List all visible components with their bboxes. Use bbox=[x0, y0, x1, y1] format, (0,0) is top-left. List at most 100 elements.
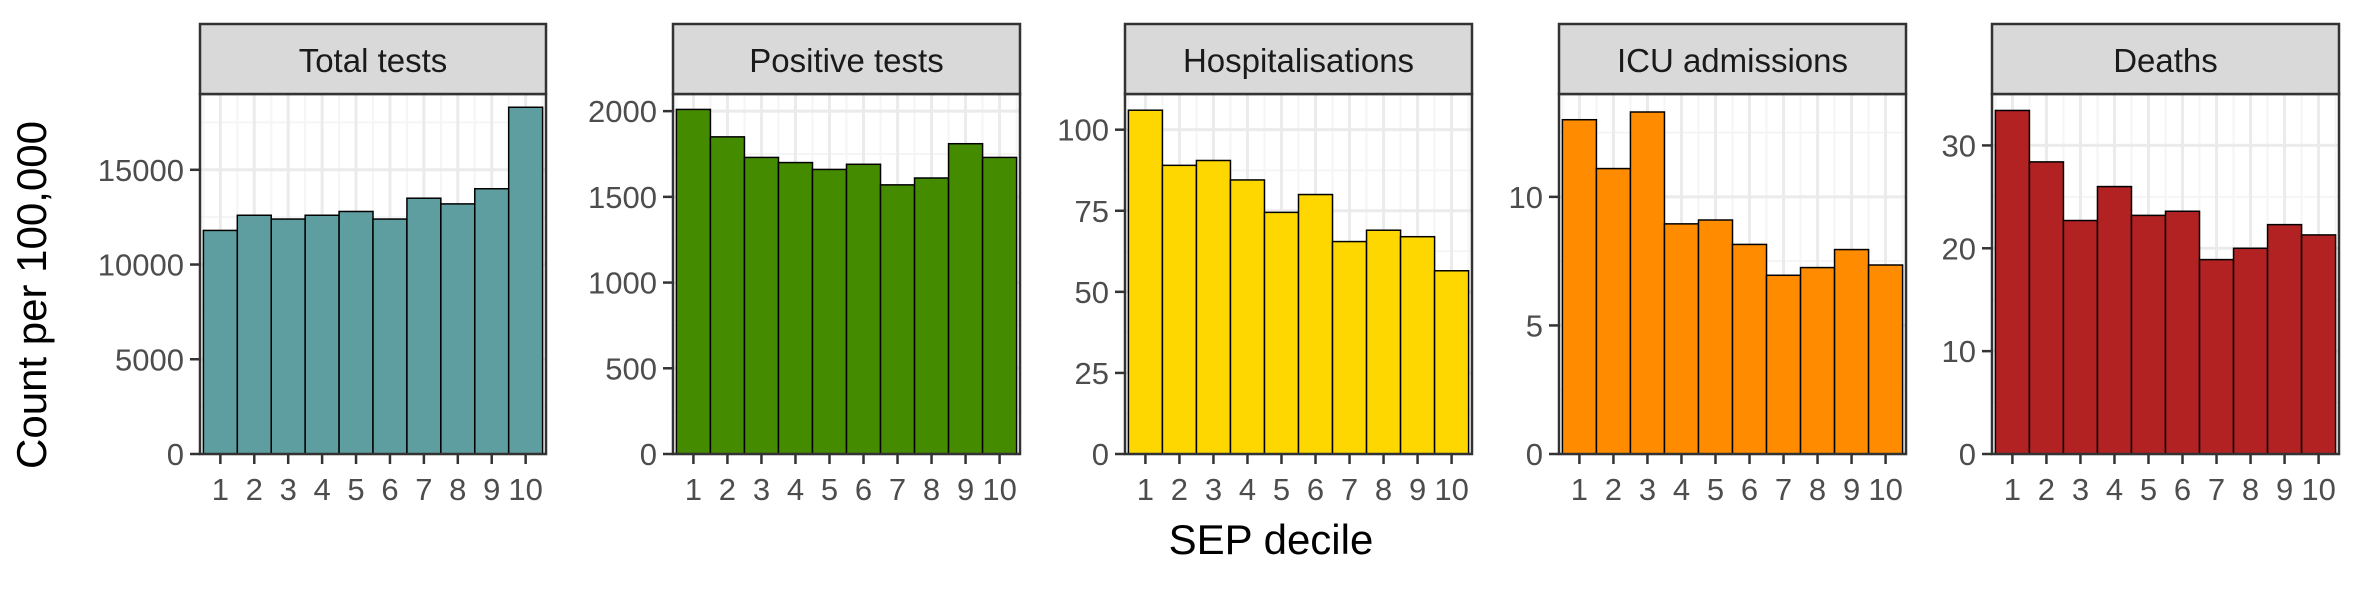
x-tick-label: 5 bbox=[821, 472, 838, 507]
x-tick-label: 8 bbox=[1375, 472, 1392, 507]
y-tick-label: 75 bbox=[1075, 194, 1109, 229]
x-tick-label: 5 bbox=[1707, 472, 1724, 507]
x-tick-label: 1 bbox=[212, 472, 229, 507]
x-tick-label: 9 bbox=[2276, 472, 2293, 507]
x-axis-title: SEP decile bbox=[1169, 516, 1374, 563]
facet-title: ICU admissions bbox=[1617, 42, 1848, 79]
bar-3 bbox=[1629, 111, 1666, 455]
bar-6 bbox=[845, 163, 882, 455]
y-tick-label: 10 bbox=[1942, 334, 1976, 369]
bar-4 bbox=[1663, 223, 1700, 455]
bar-5 bbox=[1263, 211, 1300, 455]
x-tick-label: 7 bbox=[889, 472, 906, 507]
bar-7 bbox=[879, 184, 916, 455]
x-tick-label: 5 bbox=[347, 472, 364, 507]
bar-7 bbox=[406, 197, 442, 455]
x-tick-label: 8 bbox=[1809, 472, 1826, 507]
y-tick-label: 100 bbox=[1057, 113, 1109, 148]
x-tick-label: 7 bbox=[415, 472, 432, 507]
x-tick-label: 2 bbox=[1171, 472, 1188, 507]
y-tick-label: 30 bbox=[1942, 128, 1976, 163]
bar-1 bbox=[675, 108, 712, 455]
y-tick-label: 5 bbox=[1526, 308, 1543, 343]
bar-1 bbox=[202, 229, 239, 455]
y-tick-label: 20 bbox=[1942, 231, 1976, 266]
x-tick-label: 10 bbox=[1434, 472, 1468, 507]
x-tick-label: 9 bbox=[1843, 472, 1860, 507]
bar-4 bbox=[304, 214, 340, 455]
bar-7 bbox=[1331, 240, 1368, 455]
bar-6 bbox=[2164, 210, 2201, 455]
y-tick-label: 0 bbox=[167, 437, 184, 472]
x-tick-label: 5 bbox=[1273, 472, 1290, 507]
bar-7 bbox=[2198, 258, 2235, 455]
x-tick-label: 4 bbox=[787, 472, 804, 507]
y-tick-label: 10000 bbox=[98, 248, 184, 283]
x-tick-label: 10 bbox=[1868, 472, 1902, 507]
y-tick-label: 0 bbox=[1092, 437, 1109, 472]
x-tick-label: 4 bbox=[313, 472, 330, 507]
x-tick-label: 2 bbox=[246, 472, 263, 507]
x-tick-label: 6 bbox=[855, 472, 872, 507]
y-tick-label: 10 bbox=[1509, 180, 1543, 215]
x-tick-label: 2 bbox=[719, 472, 736, 507]
x-tick-label: 9 bbox=[483, 472, 500, 507]
bar-3 bbox=[270, 218, 306, 455]
facet-strip bbox=[1557, 22, 1908, 96]
bar-3 bbox=[2062, 219, 2099, 455]
facet-title: Hospitalisations bbox=[1183, 42, 1414, 79]
x-tick-label: 6 bbox=[1307, 472, 1324, 507]
bar-2 bbox=[2028, 161, 2065, 455]
x-tick-label: 2 bbox=[1605, 472, 1622, 507]
x-tick-label: 8 bbox=[449, 472, 466, 507]
bar-3 bbox=[743, 156, 780, 455]
x-tick-label: 5 bbox=[2140, 472, 2157, 507]
bar-2 bbox=[1161, 164, 1198, 455]
bar-1 bbox=[1127, 109, 1164, 455]
bar-10 bbox=[1433, 270, 1470, 455]
panel-1: Positive tests 0 500 1000 1500 2000 1 2 3 4 5 6 7 8 9 1… bbox=[588, 22, 1022, 507]
x-tick-label: 7 bbox=[1775, 472, 1792, 507]
y-axis-title: Count per 100,000 bbox=[8, 121, 55, 469]
bar-5 bbox=[811, 168, 848, 455]
y-tick-label: 15000 bbox=[98, 153, 184, 188]
y-tick-label: 1000 bbox=[588, 266, 657, 301]
bar-3 bbox=[1195, 159, 1232, 455]
y-tick-label: 25 bbox=[1075, 356, 1109, 391]
bar-10 bbox=[2300, 234, 2337, 455]
bar-2 bbox=[709, 136, 746, 455]
x-tick-label: 3 bbox=[1639, 472, 1656, 507]
x-tick-label: 10 bbox=[982, 472, 1016, 507]
bar-8 bbox=[913, 177, 950, 455]
bar-6 bbox=[372, 218, 408, 455]
x-tick-label: 1 bbox=[1137, 472, 1154, 507]
y-tick-label: 1500 bbox=[588, 180, 657, 215]
bar-2 bbox=[1595, 167, 1632, 455]
facet-title: Deaths bbox=[2113, 42, 2218, 79]
bar-8 bbox=[2232, 247, 2269, 455]
x-tick-label: 4 bbox=[1673, 472, 1690, 507]
y-tick-label: 500 bbox=[605, 351, 657, 386]
bar-9 bbox=[947, 142, 984, 455]
bar-10 bbox=[981, 156, 1018, 455]
facet-strip bbox=[1123, 22, 1474, 96]
bar-9 bbox=[2266, 223, 2303, 455]
y-tick-label: 2000 bbox=[588, 94, 657, 129]
x-tick-label: 1 bbox=[685, 472, 702, 507]
x-tick-label: 7 bbox=[2208, 472, 2225, 507]
x-tick-label: 3 bbox=[280, 472, 297, 507]
bar-1 bbox=[1994, 109, 2031, 455]
bar-2 bbox=[236, 214, 272, 455]
facet-title: Positive tests bbox=[749, 42, 943, 79]
bar-4 bbox=[777, 161, 814, 455]
x-tick-label: 8 bbox=[923, 472, 940, 507]
x-tick-label: 6 bbox=[381, 472, 398, 507]
bar-5 bbox=[2130, 214, 2167, 455]
bar-7 bbox=[1765, 274, 1802, 455]
facet-title: Total tests bbox=[299, 42, 448, 79]
x-tick-label: 6 bbox=[1741, 472, 1758, 507]
x-tick-label: 3 bbox=[753, 472, 770, 507]
